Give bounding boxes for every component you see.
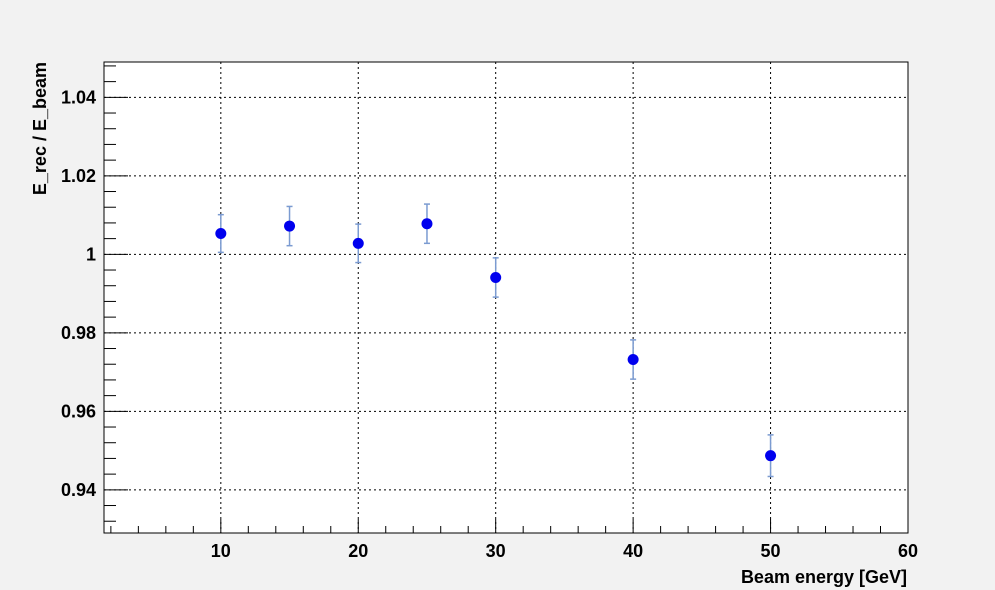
error-bars <box>217 203 774 478</box>
plot-background <box>104 62 908 533</box>
y-tick-labels: 0.94 0.96 0.98 1 1.02 1.04 <box>61 87 96 500</box>
data-point <box>421 218 433 230</box>
data-points <box>215 218 777 462</box>
x-tick-label: 40 <box>623 541 643 561</box>
data-point <box>490 271 502 283</box>
data-point <box>284 220 296 232</box>
data-point <box>765 450 777 462</box>
data-point <box>352 237 364 249</box>
x-tick-labels: 10 20 30 40 50 60 <box>211 541 918 561</box>
x-tick-label: 10 <box>211 541 231 561</box>
y-tick-label: 1.04 <box>61 87 96 107</box>
x-tick-label: 20 <box>348 541 368 561</box>
y-axis-title: E_rec / E_beam <box>30 62 50 195</box>
x-tick-label: 60 <box>898 541 918 561</box>
y-tick-label: 0.94 <box>61 480 96 500</box>
data-point <box>215 228 227 240</box>
y-tick-label: 1.02 <box>61 166 96 186</box>
data-point <box>627 354 639 366</box>
plot-frame <box>103 61 909 534</box>
y-tick-label: 0.98 <box>61 323 96 343</box>
x-tick-label: 30 <box>486 541 506 561</box>
x-tick-label: 50 <box>761 541 781 561</box>
x-axis-title: Beam energy [GeV] <box>741 567 907 587</box>
y-tick-label: 1 <box>86 244 96 264</box>
y-tick-label: 0.96 <box>61 401 96 421</box>
